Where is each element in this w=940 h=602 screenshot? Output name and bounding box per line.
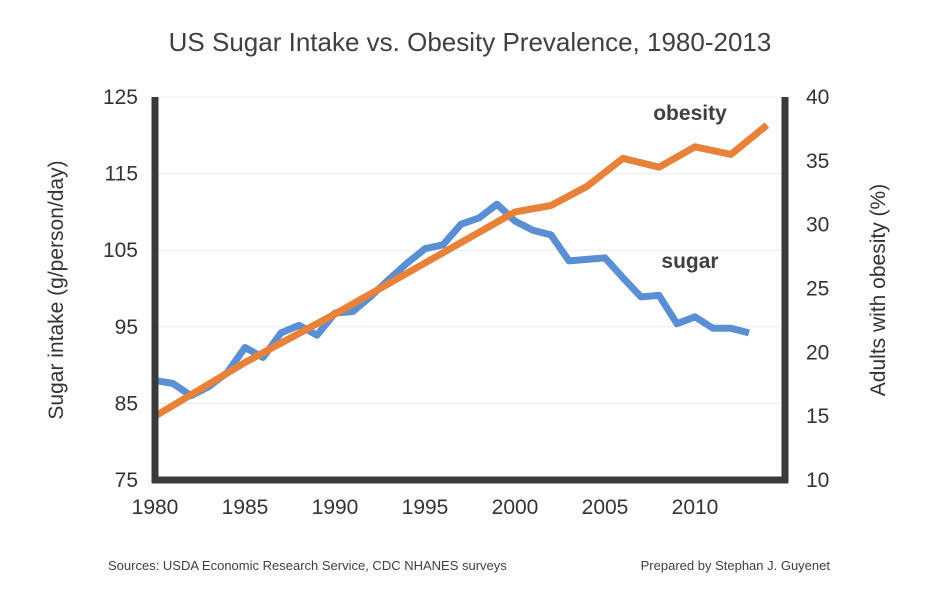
left-tick-label: 85 [115, 392, 138, 415]
left-tick-labels: 75 85 95 105 115 125 [103, 86, 138, 492]
right-tick-label: 35 [806, 150, 829, 173]
obesity-series-line [153, 122, 770, 420]
chart-title: US Sugar Intake vs. Obesity Prevalence, … [169, 27, 772, 57]
sugar-series-label: sugar [661, 250, 718, 273]
x-tick-label: 2010 [672, 496, 719, 519]
right-tick-label: 25 [806, 278, 829, 301]
left-tick-label: 105 [103, 239, 138, 262]
right-tick-label: 15 [806, 405, 829, 428]
x-tick-label: 2005 [582, 496, 629, 519]
left-tick-label: 125 [103, 86, 138, 109]
right-tick-labels: 10 15 20 25 30 35 40 [806, 86, 829, 492]
x-tick-labels: 1980 1985 1990 1995 2000 2005 2010 [132, 496, 719, 519]
credit-note: Prepared by Stephan J. Guyenet [641, 558, 831, 573]
right-tick-label: 30 [806, 214, 829, 237]
y-axis-label-left: Sugar intake (g/person/day) [45, 160, 68, 419]
grid-lines [155, 96, 785, 481]
sugar-series-line [154, 200, 750, 400]
x-tick-label: 2000 [492, 496, 539, 519]
obesity-series-label: obesity [653, 102, 727, 125]
left-tick-label: 75 [115, 469, 138, 492]
x-tick-label: 1995 [402, 496, 449, 519]
sources-note: Sources: USDA Economic Research Service,… [108, 558, 507, 573]
left-tick-label: 95 [115, 316, 138, 339]
x-tick-label: 1980 [132, 496, 179, 519]
right-tick-label: 40 [806, 86, 829, 109]
right-tick-label: 10 [806, 469, 829, 492]
right-tick-label: 20 [806, 341, 829, 364]
left-tick-label: 115 [105, 163, 138, 186]
series-layer [153, 122, 770, 420]
x-tick-label: 1990 [312, 496, 359, 519]
y-axis-label-right: Adults with obesity (%) [867, 184, 890, 396]
x-tick-label: 1985 [222, 496, 269, 519]
